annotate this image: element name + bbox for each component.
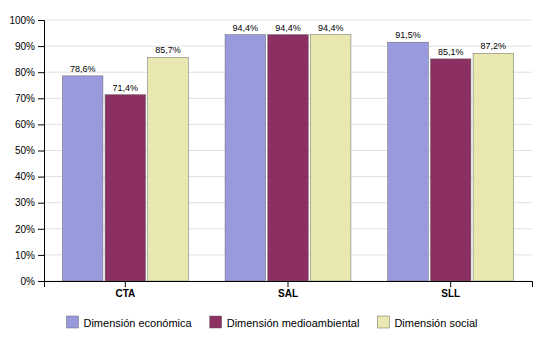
y-tick: 10% <box>15 250 44 261</box>
bar <box>473 53 514 281</box>
y-tick: 70% <box>15 93 44 104</box>
y-tick-mark <box>38 98 44 99</box>
x-tick-label: CTA <box>115 288 135 299</box>
bar-series <box>62 35 428 281</box>
data-label: 85,7% <box>155 45 181 55</box>
x-tick-mark <box>288 281 289 287</box>
chart: 78,6% 94,4% 91,5% 71,4% 94,4% 85,1% 85,7% 94,4%… <box>0 0 544 343</box>
x-tick-label: SAL <box>278 288 298 299</box>
y-tick: 90% <box>15 41 44 52</box>
y-tick-label: 10% <box>15 250 35 261</box>
y-tick-mark <box>38 20 44 21</box>
y-tick-label: 60% <box>15 119 35 130</box>
x-tick: SLL <box>441 281 460 299</box>
y-tick-label: 20% <box>15 224 35 235</box>
y-axis: 0% 10% 20% 30% 40% 50% 60% 70% 80% 90% 100% <box>9 15 44 287</box>
legend: Dimensión económica Dimensión medioambien… <box>66 316 477 329</box>
y-tick: 30% <box>15 197 44 208</box>
y-tick: 80% <box>15 67 44 78</box>
grid <box>44 20 532 281</box>
data-label: 87,2% <box>481 41 507 51</box>
data-label: 71,4% <box>113 83 139 93</box>
y-tick: 100% <box>9 15 44 26</box>
legend-item: Dimensión económica <box>66 316 192 329</box>
y-tick-mark <box>38 229 44 230</box>
x-tick: CTA <box>115 281 135 299</box>
y-tick: 20% <box>15 224 44 235</box>
y-tick-mark <box>38 151 44 152</box>
y-tick-label: 40% <box>15 171 35 182</box>
bars <box>62 35 513 281</box>
y-tick-label: 50% <box>15 145 35 156</box>
y-tick: 40% <box>15 171 44 182</box>
bar <box>388 42 429 281</box>
y-tick-mark <box>38 281 44 282</box>
x-tick: SAL <box>278 281 298 299</box>
y-tick-label: 0% <box>21 276 36 287</box>
bar <box>430 59 471 281</box>
x-tick-mark <box>450 281 451 287</box>
y-tick-label: 80% <box>15 67 35 78</box>
y-tick-label: 100% <box>9 15 35 26</box>
y-tick-mark <box>38 203 44 204</box>
y-tick-label: 90% <box>15 41 35 52</box>
bar <box>148 57 189 281</box>
x-axis-line <box>45 282 533 288</box>
legend-label: Dimensión social <box>394 317 477 329</box>
data-label: 85,1% <box>438 47 464 57</box>
x-tick-mark <box>125 281 126 287</box>
y-axis-line <box>38 21 45 282</box>
bar <box>310 35 351 281</box>
y-tick-mark <box>38 255 44 256</box>
y-tick-label: 30% <box>15 197 35 208</box>
legend-item: Dimensión social <box>377 316 477 329</box>
legend-label: Dimensión medioambiental <box>227 317 360 329</box>
y-tick-mark <box>38 177 44 178</box>
y-tick-mark <box>38 46 44 47</box>
bar <box>105 95 146 281</box>
data-label: 91,5% <box>395 30 421 40</box>
bar <box>225 35 266 281</box>
bar <box>268 35 309 281</box>
x-axis: CTA SAL SLL <box>45 281 533 299</box>
legend-item: Dimensión medioambiental <box>210 316 360 329</box>
bar-series <box>105 35 471 281</box>
x-tick-label: SLL <box>441 288 460 299</box>
y-tick: 60% <box>15 119 44 130</box>
bar-series <box>148 35 514 281</box>
data-label: 94,4% <box>318 23 344 33</box>
y-tick-mark <box>38 72 44 73</box>
legend-swatch <box>377 316 389 328</box>
legend-swatch <box>210 316 222 328</box>
data-labels: 78,6% 94,4% 91,5% 71,4% 94,4% 85,1% 85,7% 94,4%… <box>70 23 506 93</box>
data-label: 94,4% <box>233 23 259 33</box>
legend-label: Dimensión económica <box>83 317 192 329</box>
y-tick: 0% <box>21 276 44 287</box>
legend-swatch <box>66 316 78 328</box>
grid-line <box>44 20 532 21</box>
y-tick-label: 70% <box>15 93 35 104</box>
y-tick: 50% <box>15 145 44 156</box>
data-label: 78,6% <box>70 64 96 74</box>
data-label: 94,4% <box>275 23 301 33</box>
plot: 78,6% 94,4% 91,5% 71,4% 94,4% 85,1% 85,7% 94,4%… <box>9 15 532 299</box>
bar <box>62 76 103 281</box>
y-tick-mark <box>38 124 44 125</box>
